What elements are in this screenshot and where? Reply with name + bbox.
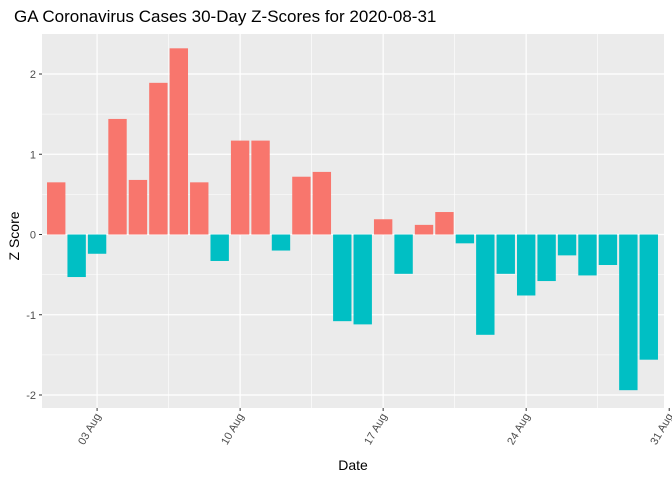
bar [353,234,372,325]
x-tick-label: 03 Aug [76,412,104,448]
y-axis: -2 -1 0 1 2 [26,69,42,402]
bar [210,234,229,261]
bar [476,234,495,335]
bar [149,82,168,235]
bar [639,234,658,360]
x-axis: 03 Aug 10 Aug 17 Aug 24 Aug 31 Aug [76,408,672,447]
y-tick-label: 2 [30,69,36,81]
y-tick-label: 0 [30,230,36,242]
bar [414,224,434,235]
chart-title: GA Coronavirus Cases 30-Day Z-Scores for… [14,7,436,26]
bar [251,140,270,235]
bar [169,48,189,235]
bar [578,234,597,276]
bar [496,234,515,274]
bar [394,234,413,274]
bar [619,234,638,391]
bar [108,118,127,235]
bar [455,234,475,244]
y-tick-label: 1 [30,149,36,161]
bar [516,234,536,296]
bar [435,212,454,235]
x-tick-label: 31 Aug [648,412,672,448]
bar [271,234,291,251]
bars [47,48,658,391]
bar [333,234,352,322]
y-axis-title: Z Score [6,211,22,260]
bar [230,140,250,235]
bar [312,171,332,235]
bar [598,234,618,265]
bar [47,182,66,235]
x-tick-label: 10 Aug [219,412,247,448]
y-tick-label: -1 [26,310,36,322]
bar [557,234,577,256]
bar [67,234,86,278]
bar [537,234,556,282]
bar [373,219,393,235]
y-tick-label: -2 [26,390,36,402]
x-tick-label: 24 Aug [505,412,533,448]
bar [190,182,209,235]
bar [128,179,148,235]
x-tick-label: 17 Aug [362,412,390,448]
x-axis-title: Date [338,457,368,473]
bar [292,176,311,235]
bar [87,234,107,254]
